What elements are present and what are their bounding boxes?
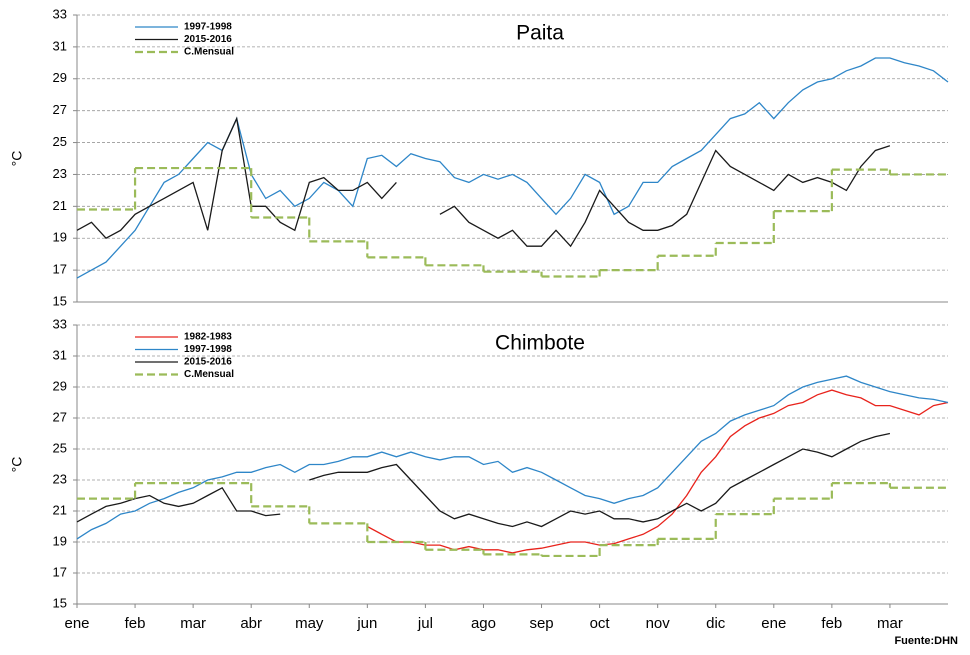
series-line <box>366 389 949 554</box>
x-tick-label: abr <box>240 615 262 632</box>
y-tick-label: 21 <box>53 502 67 517</box>
y-tick-label: 27 <box>53 409 67 424</box>
x-tick-label: feb <box>125 615 146 632</box>
y-axis-label: °C <box>9 151 25 167</box>
y-tick-label: 21 <box>53 198 67 213</box>
source: Fuente:DHN <box>894 635 958 647</box>
y-tick-label: 29 <box>53 378 67 393</box>
legend-label: C.Mensual <box>184 369 234 380</box>
chart-title: Paita <box>516 22 564 45</box>
y-tick-label: 15 <box>53 595 67 610</box>
x-tick-label: mar <box>877 615 903 632</box>
x-tick-label: sep <box>529 615 553 632</box>
x-tick-label: jun <box>356 615 377 632</box>
y-tick-label: 17 <box>53 262 67 277</box>
x-tick-label: dic <box>706 615 726 632</box>
x-tick-label: oct <box>590 615 611 632</box>
y-tick-label: 33 <box>53 6 67 21</box>
x-tick-label: nov <box>646 615 671 632</box>
y-tick-label: 19 <box>53 230 67 245</box>
y-tick-label: 23 <box>53 166 67 181</box>
y-tick-label: 25 <box>53 134 67 149</box>
x-tick-label: jul <box>417 615 433 632</box>
x-tick-label: may <box>295 615 324 632</box>
x-tick-label: mar <box>180 615 206 632</box>
legend-label: 1997-1998 <box>184 22 232 33</box>
x-tick-label: feb <box>821 615 842 632</box>
legend-label: 1997-1998 <box>184 344 232 355</box>
y-tick-label: 23 <box>53 471 67 486</box>
legend-label: 2015-2016 <box>184 34 232 45</box>
y-tick-label: 33 <box>53 316 67 331</box>
y-tick-label: 29 <box>53 70 67 85</box>
y-tick-label: 31 <box>53 347 67 362</box>
legend-label: 1982-1983 <box>184 332 232 343</box>
y-tick-label: 31 <box>53 38 67 53</box>
x-tick-label: ago <box>471 615 496 632</box>
x-tick-label: ene <box>64 615 89 632</box>
y-tick-label: 19 <box>53 533 67 548</box>
series-line <box>76 432 891 528</box>
y-tick-label: 25 <box>53 440 67 455</box>
y-tick-label: 15 <box>53 293 67 308</box>
chart-title: Chimbote <box>495 332 585 355</box>
series-line <box>76 375 949 540</box>
y-axis-label: °C <box>9 457 25 473</box>
legend-label: C.Mensual <box>184 47 234 58</box>
y-tick-label: 17 <box>53 564 67 579</box>
series-line <box>76 116 891 248</box>
y-tick-label: 27 <box>53 102 67 117</box>
x-tick-label: ene <box>761 615 786 632</box>
legend-label: 2015-2016 <box>184 357 232 368</box>
